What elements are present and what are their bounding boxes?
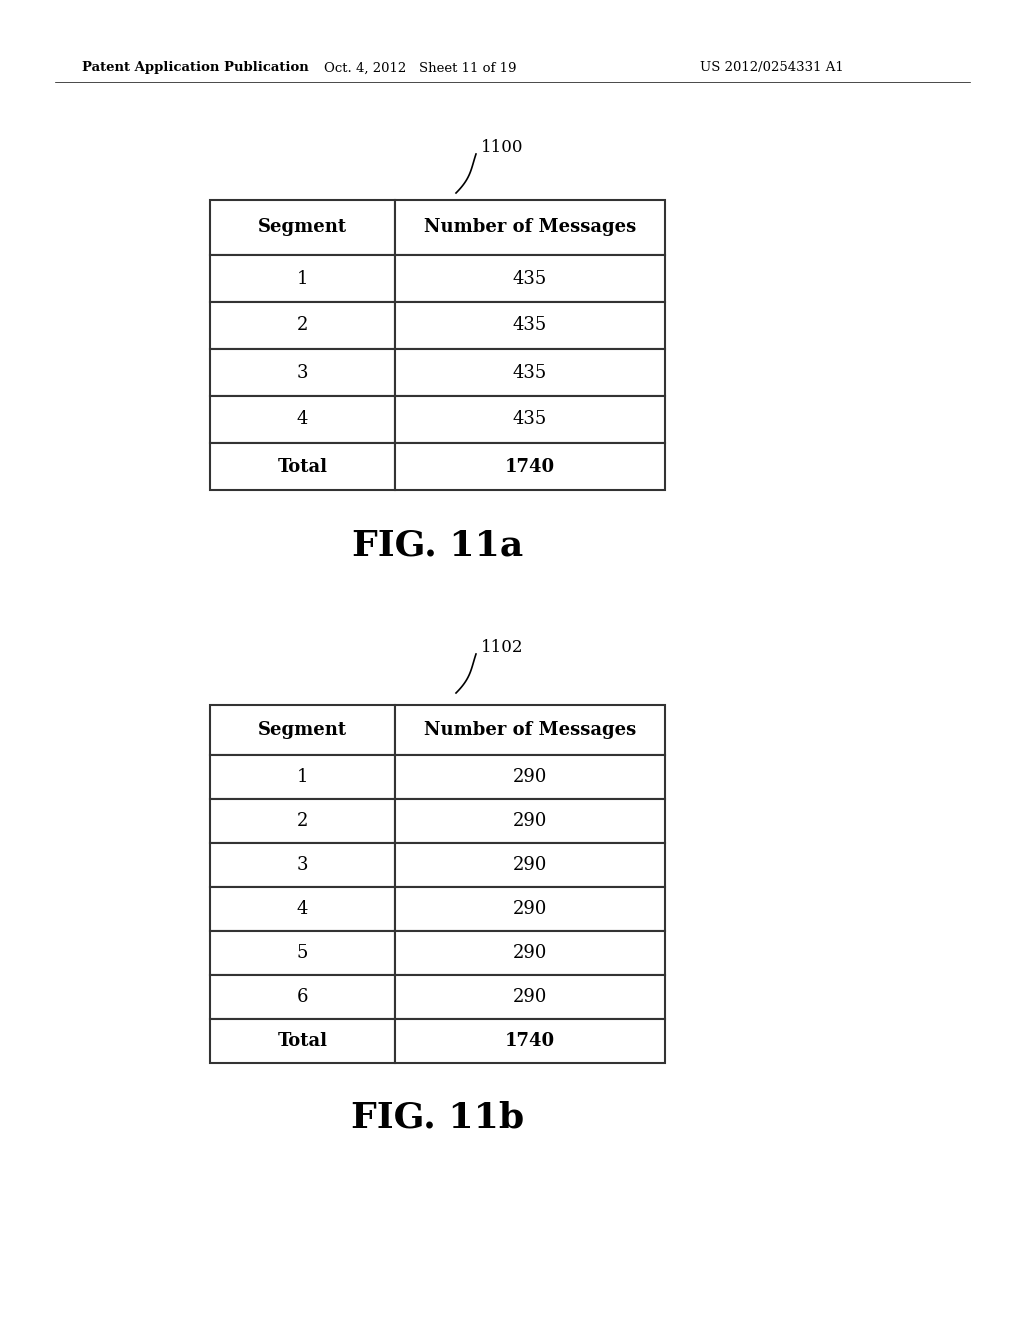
Text: 290: 290 [513, 944, 547, 962]
Text: 435: 435 [513, 411, 547, 429]
Text: 290: 290 [513, 768, 547, 785]
Bar [395, 255, 665, 302]
Bar [210, 302, 395, 348]
Text: Segment: Segment [258, 721, 347, 739]
Text: FIG. 11b: FIG. 11b [351, 1101, 524, 1135]
Bar [210, 1019, 395, 1063]
Bar [395, 396, 665, 444]
Text: Segment: Segment [258, 219, 347, 236]
Text: 290: 290 [513, 812, 547, 830]
Text: 1: 1 [297, 269, 308, 288]
Text: Number of Messages: Number of Messages [424, 219, 636, 236]
Text: Total: Total [278, 458, 328, 475]
Text: 435: 435 [513, 317, 547, 334]
Bar [210, 799, 395, 843]
Text: Patent Application Publication: Patent Application Publication [82, 62, 309, 74]
Text: 5: 5 [297, 944, 308, 962]
Text: 435: 435 [513, 269, 547, 288]
Bar [210, 843, 395, 887]
Text: 1100: 1100 [481, 140, 523, 157]
Text: 290: 290 [513, 900, 547, 917]
Text: 1: 1 [297, 768, 308, 785]
Bar [395, 799, 665, 843]
Text: 1740: 1740 [505, 458, 555, 475]
Bar [210, 348, 395, 396]
Text: 4: 4 [297, 411, 308, 429]
Text: Oct. 4, 2012   Sheet 11 of 19: Oct. 4, 2012 Sheet 11 of 19 [324, 62, 516, 74]
Bar [395, 302, 665, 348]
Text: 290: 290 [513, 855, 547, 874]
Bar [210, 975, 395, 1019]
Bar [395, 201, 665, 255]
Bar [395, 348, 665, 396]
Bar [210, 887, 395, 931]
Text: 2: 2 [297, 812, 308, 830]
Text: 435: 435 [513, 363, 547, 381]
Text: 4: 4 [297, 900, 308, 917]
Text: US 2012/0254331 A1: US 2012/0254331 A1 [700, 62, 844, 74]
Bar [210, 201, 395, 255]
Text: 2: 2 [297, 317, 308, 334]
Bar [395, 705, 665, 755]
Bar [395, 755, 665, 799]
Bar [395, 931, 665, 975]
Text: Total: Total [278, 1032, 328, 1049]
Bar [210, 396, 395, 444]
Bar [210, 705, 395, 755]
Bar [210, 255, 395, 302]
Text: 3: 3 [297, 855, 308, 874]
Text: FIG. 11a: FIG. 11a [352, 528, 523, 562]
Text: 1102: 1102 [481, 639, 523, 656]
Bar [395, 887, 665, 931]
Text: Number of Messages: Number of Messages [424, 721, 636, 739]
Bar [395, 975, 665, 1019]
Bar [395, 444, 665, 490]
Bar [210, 931, 395, 975]
Text: 6: 6 [297, 987, 308, 1006]
Bar [210, 444, 395, 490]
Text: 3: 3 [297, 363, 308, 381]
Bar [395, 1019, 665, 1063]
Text: 290: 290 [513, 987, 547, 1006]
Bar [210, 755, 395, 799]
Text: 1740: 1740 [505, 1032, 555, 1049]
Bar [395, 843, 665, 887]
